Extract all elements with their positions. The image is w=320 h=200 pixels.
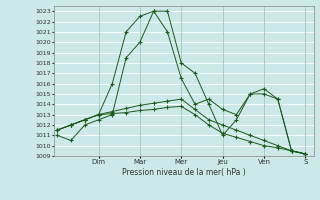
X-axis label: Pression niveau de la mer( hPa ): Pression niveau de la mer( hPa ) <box>122 168 246 177</box>
